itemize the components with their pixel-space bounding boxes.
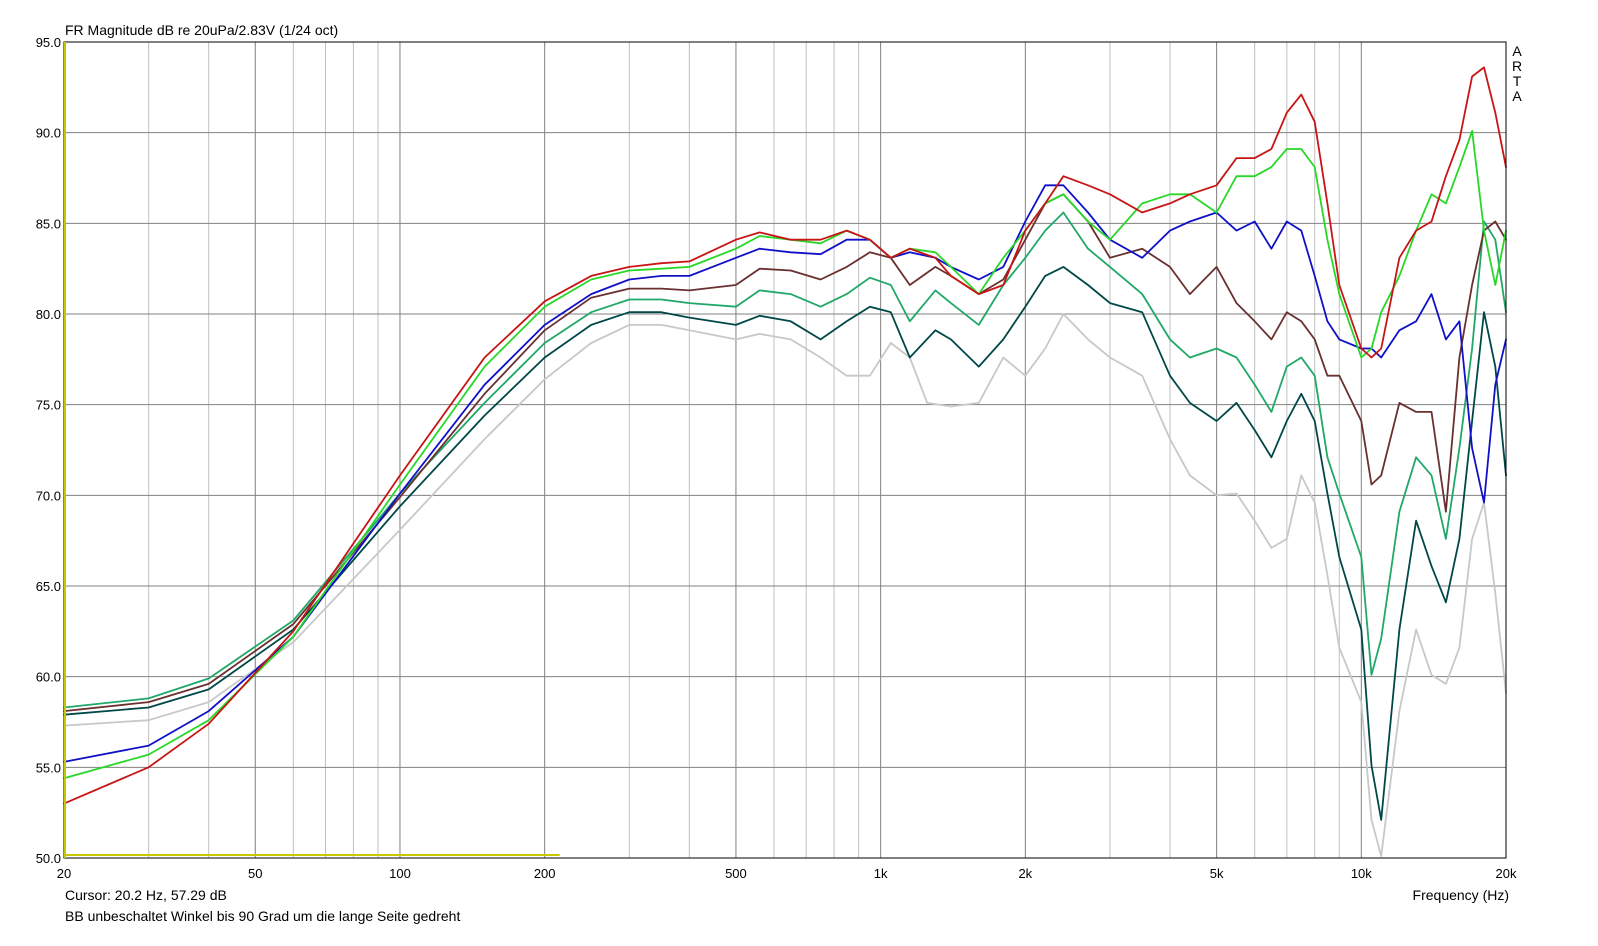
y-axis-tick-labels: 50.0 55.0 60.0 65.0 70.0 75.0 80.0 85.0 90.0 95.0 bbox=[36, 35, 61, 866]
x-axis-tick-labels: 20 50 100 200 500 1k 2k 5k 10k 20k bbox=[57, 866, 1517, 881]
x-tick-label: 1k bbox=[874, 866, 888, 881]
y-tick-label: 80.0 bbox=[36, 307, 61, 322]
cursor-readout: Cursor: 20.2 Hz, 57.29 dB bbox=[65, 887, 227, 903]
series-layer bbox=[63, 66, 1507, 858]
series-line-7 bbox=[63, 66, 1507, 805]
y-tick-label: 85.0 bbox=[36, 216, 61, 231]
x-tick-label: 10k bbox=[1351, 866, 1372, 881]
x-tick-label: 2k bbox=[1018, 866, 1032, 881]
watermark-letter: A bbox=[1512, 43, 1522, 59]
series-line-1 bbox=[63, 313, 1507, 858]
x-tick-label: 500 bbox=[725, 866, 747, 881]
x-tick-label: 20k bbox=[1496, 866, 1517, 881]
series-line-6 bbox=[63, 129, 1507, 780]
x-tick-label: 100 bbox=[389, 866, 411, 881]
major-gridlines bbox=[64, 42, 1506, 858]
x-tick-label: 200 bbox=[534, 866, 556, 881]
series-line-2 bbox=[63, 265, 1507, 821]
series-line-5 bbox=[63, 184, 1507, 763]
y-tick-label: 75.0 bbox=[36, 398, 61, 413]
x-tick-label: 50 bbox=[248, 866, 262, 881]
y-tick-label: 50.0 bbox=[36, 851, 61, 866]
x-axis-label: Frequency (Hz) bbox=[1413, 887, 1509, 903]
chart-title: FR Magnitude dB re 20uPa/2.83V (1/24 oct… bbox=[65, 22, 338, 38]
y-tick-label: 90.0 bbox=[36, 126, 61, 141]
x-tick-label: 20 bbox=[57, 866, 71, 881]
watermark-letter: T bbox=[1513, 73, 1522, 89]
y-tick-label: 95.0 bbox=[36, 35, 61, 50]
watermark-letter: A bbox=[1512, 88, 1522, 104]
y-tick-label: 60.0 bbox=[36, 670, 61, 685]
watermark-letter: R bbox=[1512, 58, 1522, 74]
chart-caption: BB unbeschaltet Winkel bis 90 Grad um di… bbox=[65, 908, 460, 924]
y-tick-label: 65.0 bbox=[36, 579, 61, 594]
minor-gridlines bbox=[148, 42, 1340, 858]
x-tick-label: 5k bbox=[1210, 866, 1224, 881]
plot-frame bbox=[63, 41, 1507, 859]
y-tick-label: 55.0 bbox=[36, 760, 61, 775]
y-tick-label: 70.0 bbox=[36, 488, 61, 503]
series-line-3 bbox=[63, 211, 1507, 709]
